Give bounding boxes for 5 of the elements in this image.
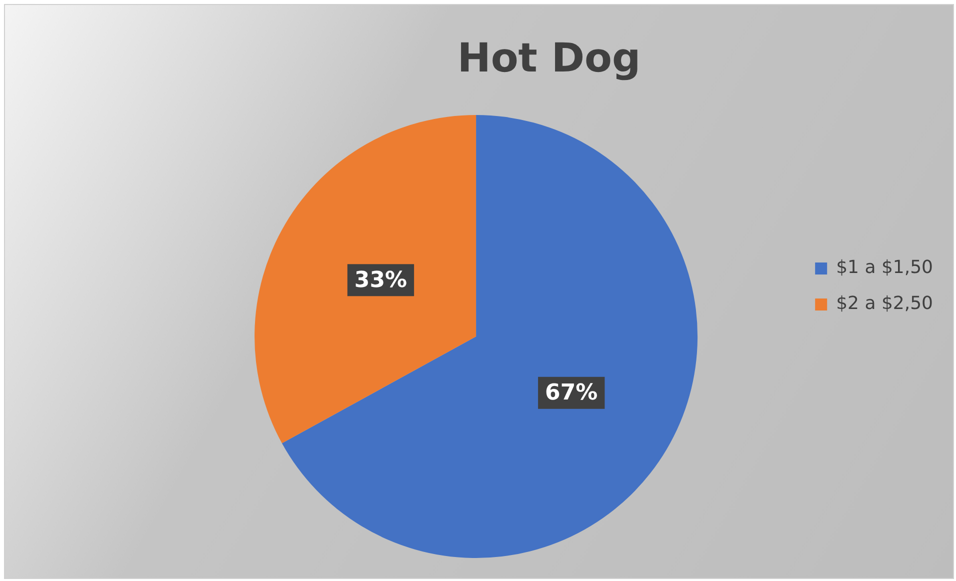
chart-title: Hot Dog [457, 35, 641, 82]
legend-label: $2 a $2,50 [836, 293, 934, 314]
legend-label: $1 a $1,50 [836, 257, 934, 278]
data-label: 33% [354, 268, 408, 293]
data-label: 67% [545, 380, 598, 406]
